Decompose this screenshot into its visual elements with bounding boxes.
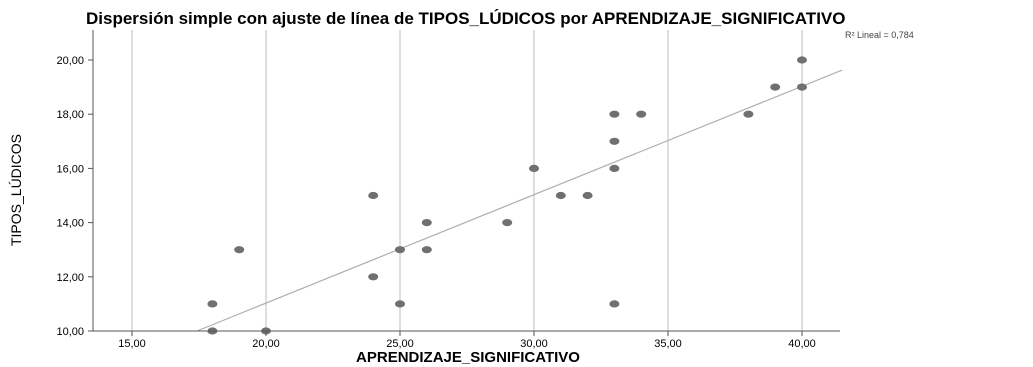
- data-points: [207, 56, 807, 335]
- data-point: [797, 56, 807, 64]
- x-tick-label: 25,00: [386, 338, 414, 350]
- data-point: [609, 110, 620, 118]
- data-point: [609, 300, 620, 308]
- y-tick-label: 10,00: [56, 326, 84, 338]
- axes: [92, 30, 840, 332]
- x-tick-label: 30,00: [520, 338, 548, 350]
- data-point: [368, 273, 379, 281]
- x-tick-label: 20,00: [252, 338, 280, 350]
- data-point: [395, 246, 405, 254]
- tick-labels: 15,00 20,00 25,00 30,00 35,00 40,00 10,00 12,00…: [56, 55, 815, 350]
- y-tick-label: 16,00: [56, 163, 84, 175]
- x-tick-label: 35,00: [654, 338, 682, 350]
- x-tick-label: 40,00: [788, 338, 816, 350]
- x-axis-label: APRENDIZAJE_SIGNIFICATIVO: [356, 349, 580, 366]
- data-point: [234, 246, 245, 254]
- y-tick-label: 12,00: [56, 272, 84, 284]
- y-tick-label: 20,00: [56, 55, 84, 67]
- data-point: [582, 191, 593, 200]
- data-point: [421, 246, 432, 254]
- y-axis-label: TIPOS_LÚDICOS: [8, 134, 24, 246]
- y-tick-label: 18,00: [56, 109, 84, 121]
- x-tick-label: 15,00: [118, 338, 146, 350]
- data-point: [421, 219, 432, 227]
- data-point: [743, 110, 754, 118]
- data-point: [555, 191, 566, 200]
- chart-title: Dispersión simple con ajuste de línea de…: [86, 9, 845, 28]
- data-point: [529, 164, 539, 172]
- fit-line-group: [196, 69, 843, 332]
- data-point: [797, 83, 807, 91]
- data-point: [207, 300, 218, 308]
- data-point: [609, 164, 620, 172]
- fit-line: [196, 69, 843, 332]
- data-point: [502, 219, 513, 227]
- data-point: [636, 110, 647, 118]
- data-point: [609, 137, 620, 145]
- r2-annotation: R² Lineal = 0,784: [845, 30, 914, 40]
- grid-lines: [131, 30, 803, 331]
- y-tick-label: 14,00: [56, 218, 84, 230]
- data-point: [770, 83, 781, 91]
- data-point: [395, 300, 405, 308]
- data-point: [368, 191, 379, 200]
